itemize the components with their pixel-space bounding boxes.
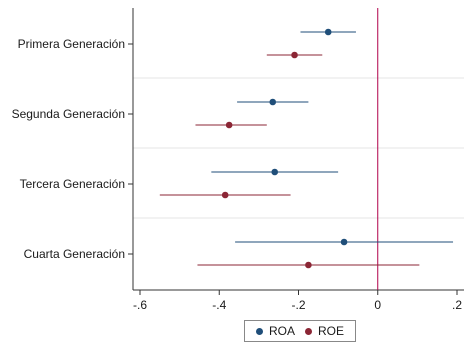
roe-point — [225, 121, 233, 129]
y-category-label: Tercera Generación — [20, 177, 125, 191]
x-tick-label: -.2 — [291, 298, 305, 312]
chart-marks — [159, 28, 454, 269]
roe-point — [305, 261, 312, 269]
legend-item-roe: ROE — [305, 324, 344, 338]
legend-roa-label: ROA — [268, 324, 295, 338]
legend-roa-marker-icon — [255, 327, 263, 335]
x-tick-label: -.6 — [133, 298, 147, 312]
roa-point — [271, 168, 279, 176]
roe-point — [291, 51, 298, 59]
legend: ROA ROE — [244, 320, 356, 342]
y-category-label: Primera Generación — [18, 37, 125, 51]
axes — [128, 8, 464, 295]
y-category-label: Cuarta Generación — [24, 247, 125, 261]
roa-point — [324, 28, 332, 36]
roa-point — [269, 98, 277, 106]
x-axis-tick-labels: -.6 -.4 -.2 0 .2 — [133, 298, 462, 312]
grid-lines — [133, 77, 464, 219]
y-axis-labels: Primera Generación Segunda Generación Terc… — [12, 37, 125, 261]
roa-point — [340, 238, 348, 246]
roe-point — [221, 191, 229, 199]
y-category-label: Segunda Generación — [12, 107, 125, 121]
legend-item-roa: ROA — [255, 324, 295, 338]
x-tick-label: 0 — [374, 298, 381, 312]
legend-roe-marker-icon — [305, 327, 312, 335]
x-tick-label: -.4 — [212, 298, 226, 312]
x-tick-label: .2 — [452, 298, 462, 312]
legend-roe-label: ROE — [318, 324, 345, 338]
